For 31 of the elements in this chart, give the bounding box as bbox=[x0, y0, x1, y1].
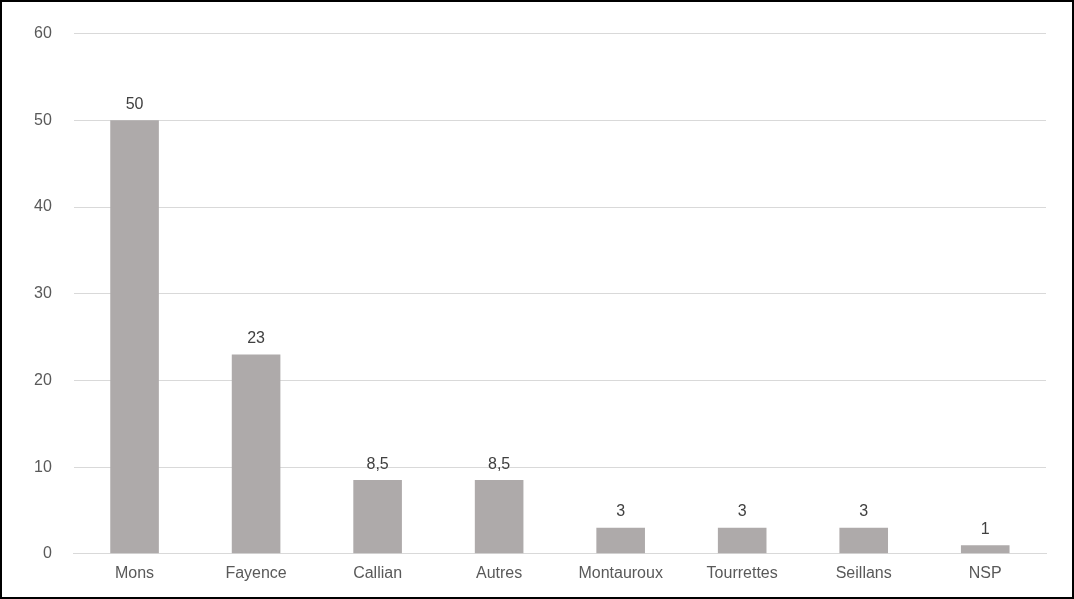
x-tick-label: NSP bbox=[968, 563, 1002, 581]
y-tick-label: 30 bbox=[34, 284, 52, 302]
x-tick-label: Fayence bbox=[225, 563, 287, 581]
bar bbox=[960, 545, 1010, 554]
data-label: 3 bbox=[616, 502, 626, 520]
data-label: 50 bbox=[125, 94, 144, 112]
data-label: 1 bbox=[980, 519, 990, 537]
data-label: 23 bbox=[247, 328, 266, 346]
bar bbox=[474, 480, 524, 554]
bar bbox=[839, 527, 889, 554]
y-tick-label: 40 bbox=[34, 197, 52, 215]
bar bbox=[231, 354, 281, 554]
data-label: 8,5 bbox=[488, 454, 511, 472]
data-label: 3 bbox=[859, 502, 869, 520]
y-tick-label: 20 bbox=[34, 370, 52, 388]
data-label: 3 bbox=[737, 502, 747, 520]
data-label: 8,5 bbox=[366, 454, 389, 472]
x-tick-label: Tourrettes bbox=[706, 563, 778, 581]
y-tick-label: 10 bbox=[34, 457, 52, 475]
bar bbox=[596, 527, 645, 554]
x-tick-label: Autres bbox=[476, 563, 523, 581]
y-tick-label: 60 bbox=[34, 24, 52, 42]
bar bbox=[353, 480, 402, 554]
x-tick-label: Seillans bbox=[835, 563, 892, 581]
x-tick-label: Mons bbox=[115, 563, 155, 581]
x-tick-label: Callian bbox=[353, 563, 403, 581]
y-tick-label: 0 bbox=[42, 544, 52, 562]
x-tick-label: Montauroux bbox=[578, 563, 663, 581]
bar bbox=[110, 120, 159, 554]
bar bbox=[717, 527, 767, 554]
y-tick-label: 50 bbox=[34, 110, 52, 128]
